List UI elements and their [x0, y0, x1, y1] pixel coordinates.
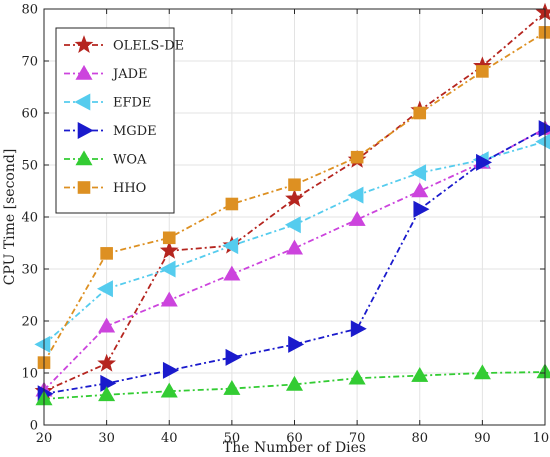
y-tick-label: 20 [21, 315, 38, 330]
x-tick-label: 50 [224, 431, 241, 446]
legend-marker [77, 122, 94, 139]
legend-marker [75, 150, 93, 166]
legend-label: OLELS-DE [113, 39, 184, 54]
data-point [535, 133, 550, 150]
x-tick-label: 40 [161, 431, 178, 446]
data-point [476, 153, 493, 171]
data-point [413, 106, 427, 120]
legend-item: HHO [64, 181, 146, 196]
data-point [350, 150, 364, 164]
data-point [476, 65, 489, 78]
data-point [98, 317, 116, 333]
data-point [100, 247, 113, 260]
x-tick-label: 30 [98, 431, 115, 446]
legend-item: EFDE [64, 93, 151, 111]
data-point [288, 335, 305, 353]
data-point [285, 375, 304, 391]
series-layer [34, 2, 550, 406]
data-point [285, 239, 304, 255]
legend-label: EFDE [113, 96, 151, 111]
legend-marker [77, 181, 91, 194]
data-point [159, 240, 179, 259]
y-tick-label: 80 [21, 3, 38, 18]
y-tick-label: 0 [30, 419, 38, 434]
data-point [410, 164, 427, 182]
data-point [98, 386, 116, 402]
legend-marker [74, 93, 91, 111]
y-tick-label: 40 [21, 211, 38, 226]
data-point [162, 361, 179, 379]
data-point [347, 186, 364, 204]
legend-item: MGDE [64, 122, 157, 139]
series-line [43, 127, 546, 391]
data-point [536, 363, 550, 379]
data-point [160, 291, 178, 307]
data-point [535, 2, 550, 21]
x-tick-label: 20 [36, 431, 53, 446]
series-woa [35, 363, 550, 406]
y-tick-label: 30 [21, 263, 38, 278]
data-point [284, 216, 301, 234]
y-tick-label: 70 [21, 55, 38, 70]
x-tick-label: 70 [349, 431, 366, 446]
y-axis-title: CPU Time [second] [2, 149, 18, 286]
legend-box [55, 27, 175, 214]
data-point [350, 320, 367, 338]
y-tick-label: 60 [21, 107, 38, 122]
axis-ticks: 20 30 40 50 60 70 80 90 100 0 10 20 30 40 50 60 70 80 [21, 3, 550, 447]
data-point [225, 197, 239, 211]
legend-item: JADE [64, 64, 148, 82]
legend-label: WOA [113, 153, 147, 168]
y-tick-label: 50 [21, 159, 38, 174]
legend: OLELS-DE JADE EFDE MGDE WOA HHO [55, 27, 184, 214]
data-point [223, 379, 241, 395]
x-tick-label: 90 [474, 431, 491, 446]
data-point [285, 188, 304, 207]
data-point [411, 182, 429, 198]
data-point [160, 382, 178, 398]
data-point [411, 366, 429, 382]
legend-label: MGDE [113, 124, 157, 139]
legend-item: OLELS-DE [64, 35, 184, 54]
data-point [225, 348, 242, 366]
legend-item: WOA [64, 150, 147, 168]
data-point [96, 280, 113, 298]
data-point [348, 369, 366, 385]
data-point [288, 178, 301, 192]
series-efde [34, 133, 550, 353]
data-point [34, 335, 51, 353]
series-mgde [37, 120, 550, 403]
x-tick-label: 100 [533, 431, 550, 446]
data-point [100, 374, 117, 392]
data-point [162, 231, 176, 245]
legend-marker [75, 64, 93, 80]
x-tick-label: 60 [286, 431, 303, 446]
legend-label: HHO [113, 181, 146, 196]
data-point [97, 353, 116, 372]
data-point [159, 260, 176, 278]
data-point [473, 364, 491, 380]
y-tick-label: 10 [21, 367, 38, 382]
data-point [348, 210, 366, 226]
data-point [413, 200, 430, 218]
data-point [223, 265, 241, 281]
x-tick-label: 80 [411, 431, 428, 446]
legend-label: JADE [111, 67, 148, 82]
data-point [222, 237, 239, 255]
legend-marker [74, 35, 94, 53]
x-axis-title: The Number of Dies [223, 440, 366, 456]
